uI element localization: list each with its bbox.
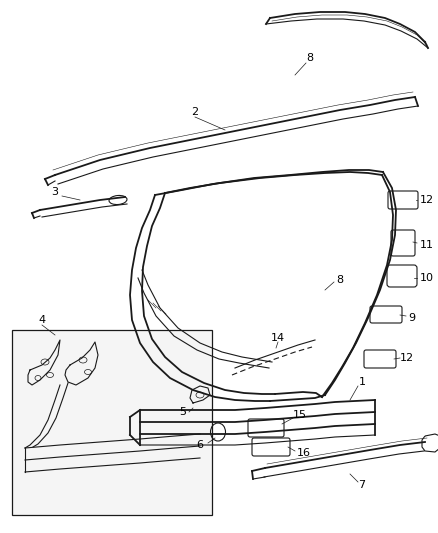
Bar	[12, 330, 212, 515]
Text: 4: 4	[39, 315, 46, 325]
Text: 8: 8	[336, 275, 343, 285]
Text: 12: 12	[419, 195, 433, 205]
Text: 16: 16	[297, 448, 310, 458]
Text: 14: 14	[270, 333, 284, 343]
Text: 2: 2	[191, 107, 198, 117]
Text: 3: 3	[51, 187, 58, 197]
Text: 1: 1	[358, 377, 365, 387]
Text: 5: 5	[179, 407, 186, 417]
Text: 7: 7	[357, 480, 365, 490]
Text: 15: 15	[292, 410, 306, 420]
Text: 10: 10	[419, 273, 433, 283]
Text: 11: 11	[419, 240, 433, 250]
Text: 9: 9	[407, 313, 415, 323]
Text: 6: 6	[196, 440, 203, 450]
Text: 12: 12	[399, 353, 413, 363]
Text: 8: 8	[306, 53, 313, 63]
